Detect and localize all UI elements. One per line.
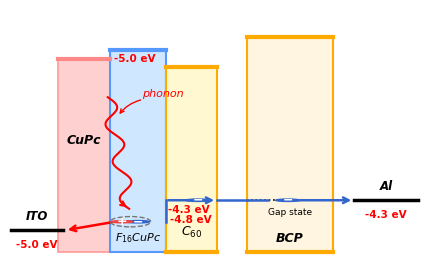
Text: −: −: [283, 194, 293, 207]
Text: phonon: phonon: [142, 89, 184, 99]
Text: −: −: [192, 194, 203, 207]
Circle shape: [186, 199, 210, 201]
FancyBboxPatch shape: [247, 37, 333, 252]
Text: −: −: [132, 215, 143, 228]
Text: BCP: BCP: [276, 232, 304, 245]
Text: -5.0 eV: -5.0 eV: [114, 54, 156, 63]
Text: -4.8 eV: -4.8 eV: [170, 214, 211, 225]
FancyBboxPatch shape: [166, 67, 217, 252]
Circle shape: [111, 221, 133, 223]
Text: -4.3 eV: -4.3 eV: [365, 210, 407, 220]
Text: ITO: ITO: [26, 209, 48, 222]
Circle shape: [276, 199, 300, 201]
Text: Al: Al: [380, 179, 393, 193]
FancyBboxPatch shape: [110, 50, 166, 252]
Text: $C_{60}$: $C_{60}$: [181, 225, 202, 240]
Text: -4.3 eV: -4.3 eV: [168, 205, 209, 215]
Circle shape: [126, 221, 150, 223]
Text: Gap state: Gap state: [268, 208, 312, 217]
Text: -5.0 eV: -5.0 eV: [16, 240, 58, 250]
Text: CuPc: CuPc: [67, 134, 102, 147]
Text: +: +: [117, 215, 127, 228]
FancyBboxPatch shape: [59, 59, 110, 252]
Text: $F_{16}CuPc$: $F_{16}CuPc$: [115, 231, 161, 245]
